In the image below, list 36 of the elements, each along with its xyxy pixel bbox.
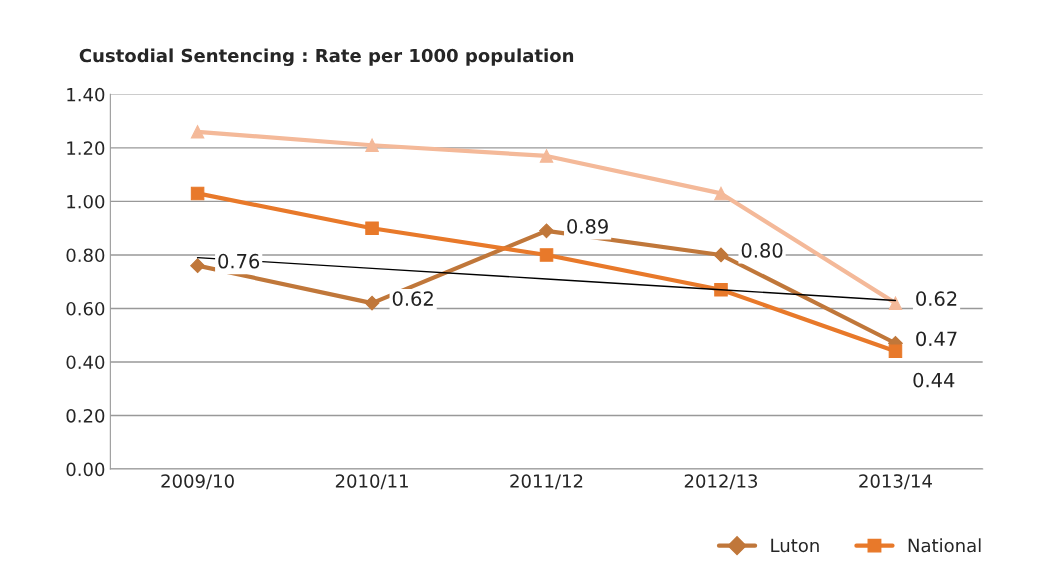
point bbox=[539, 149, 554, 163]
data-label: 0.76 bbox=[218, 253, 260, 269]
data-label: 0.80 bbox=[741, 243, 783, 258]
y-tick-label: 0.60 bbox=[66, 301, 105, 316]
y-tick-label: 0.40 bbox=[66, 355, 105, 370]
y-tick-label: 1.20 bbox=[67, 141, 105, 156]
x-tick-label: 2011/12 bbox=[510, 474, 583, 490]
data-label: 0.89 bbox=[567, 219, 608, 234]
point bbox=[888, 344, 903, 359]
y-tick-label: 0.80 bbox=[66, 248, 105, 263]
point bbox=[365, 138, 379, 152]
x-tick-label: 2013/14 bbox=[859, 474, 932, 490]
point bbox=[539, 223, 554, 239]
point bbox=[539, 248, 554, 262]
data-label: 0.62 bbox=[916, 291, 957, 306]
point bbox=[714, 186, 728, 201]
y-tick-label: 0.00 bbox=[66, 462, 105, 477]
point bbox=[190, 125, 205, 139]
chart-title: Custodial Sentencing : Rate per 1000 population bbox=[79, 48, 574, 67]
data-label: 0.47 bbox=[916, 331, 957, 347]
legend-label: Luton bbox=[771, 538, 819, 553]
data-label: 0.62 bbox=[392, 291, 433, 306]
x-tick-label: 2009/10 bbox=[161, 474, 234, 490]
data-label: 0.44 bbox=[913, 372, 955, 388]
x-tick-label: 2010/11 bbox=[335, 474, 408, 490]
point bbox=[190, 258, 205, 274]
y-tick-label: 1.40 bbox=[67, 87, 105, 102]
point bbox=[888, 296, 903, 310]
y-tick-label: 1.00 bbox=[67, 194, 105, 209]
point bbox=[190, 186, 205, 201]
legend-label: National bbox=[908, 538, 981, 553]
point bbox=[365, 221, 379, 235]
y-tick-label: 0.20 bbox=[66, 408, 105, 423]
point bbox=[364, 295, 380, 311]
point bbox=[713, 247, 729, 263]
x-tick-label: 2012/13 bbox=[684, 474, 758, 490]
